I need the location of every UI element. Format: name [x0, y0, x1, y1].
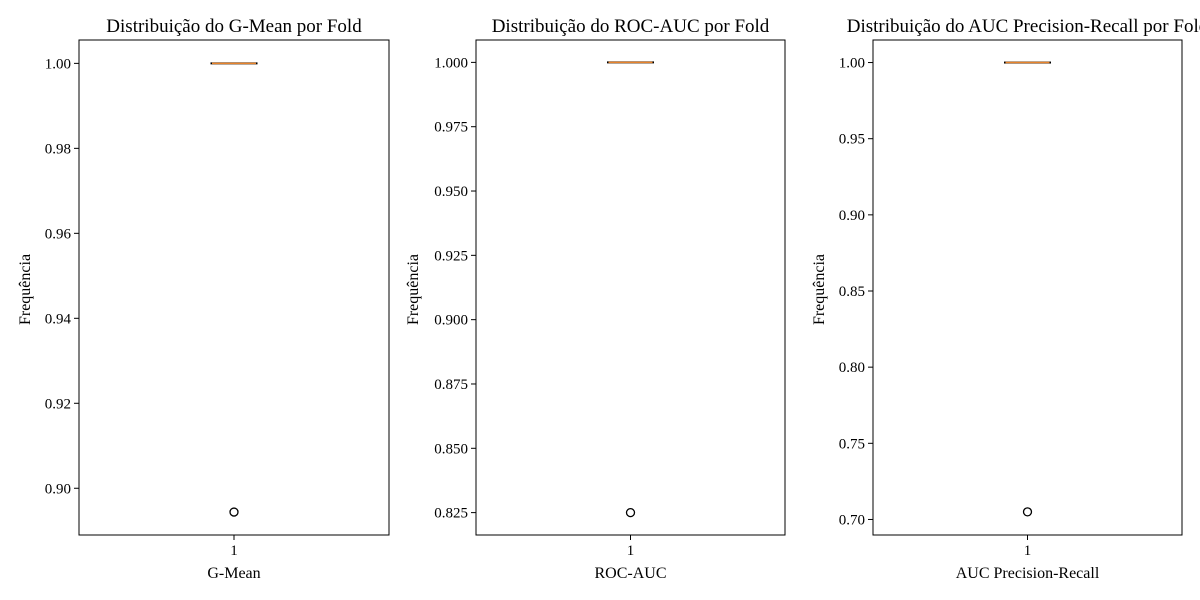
chart-panel-3: Distribuição do AUC Precision-Recall por…	[811, 16, 1200, 582]
y-tick-label: 0.850	[434, 441, 468, 457]
plot-frame	[872, 39, 1183, 536]
x-axis-label: AUC Precision-Recall	[956, 565, 1100, 582]
chart-title-1: Distribuição do G-Mean por Fold	[106, 16, 362, 37]
chart-title-3: Distribuição do AUC Precision-Recall por…	[847, 16, 1200, 37]
y-tick-label: 1.000	[434, 55, 468, 71]
y-axis-label: Frequência	[17, 254, 34, 325]
y-tick-label: 0.96	[45, 226, 72, 242]
y-tick-label: 0.70	[839, 512, 865, 528]
y-tick-label: 0.94	[45, 311, 72, 327]
y-tick-label: 0.80	[839, 360, 865, 376]
y-tick-label: 0.92	[45, 396, 71, 412]
y-tick-label: 1.00	[839, 56, 865, 72]
chart-panel-2: Distribuição do ROC-AUC por Fold 0.825 0.8…	[405, 16, 786, 582]
y-axis-label: Frequência	[811, 254, 828, 325]
x-tick-label: 1	[230, 543, 238, 559]
y-tick-label: 1.00	[45, 56, 71, 72]
y-tick-label: 0.90	[45, 481, 71, 497]
outlier-point	[625, 507, 636, 518]
y-tick-label: 0.875	[434, 377, 468, 393]
chart-title-2: Distribuição do ROC-AUC por Fold	[492, 16, 770, 37]
y-tick-label: 0.825	[434, 506, 468, 522]
y-tick-label: 0.75	[839, 436, 865, 452]
chart-panel-1: Distribuição do G-Mean por Fold 0.90 0.92 0…	[17, 16, 390, 582]
y-tick-label: 0.925	[434, 248, 468, 264]
x-axis-label: G-Mean	[207, 565, 260, 582]
plot-frame	[78, 39, 390, 536]
y-tick-label: 0.950	[434, 184, 468, 200]
y-tick-label: 0.975	[434, 120, 468, 136]
plot-frame	[475, 39, 786, 536]
y-tick-label: 0.85	[839, 284, 865, 300]
x-tick-label: 1	[1024, 543, 1032, 559]
outlier-point	[1022, 507, 1033, 517]
y-axis-label: Frequência	[405, 254, 422, 325]
y-tick-label: 0.95	[839, 132, 865, 148]
outlier-point	[229, 507, 239, 517]
y-tick-label: 0.900	[434, 313, 468, 329]
x-axis-label: ROC-AUC	[594, 565, 666, 582]
x-tick-label: 1	[627, 543, 635, 559]
y-tick-label: 0.98	[45, 141, 71, 157]
y-tick-label: 0.90	[839, 208, 865, 224]
